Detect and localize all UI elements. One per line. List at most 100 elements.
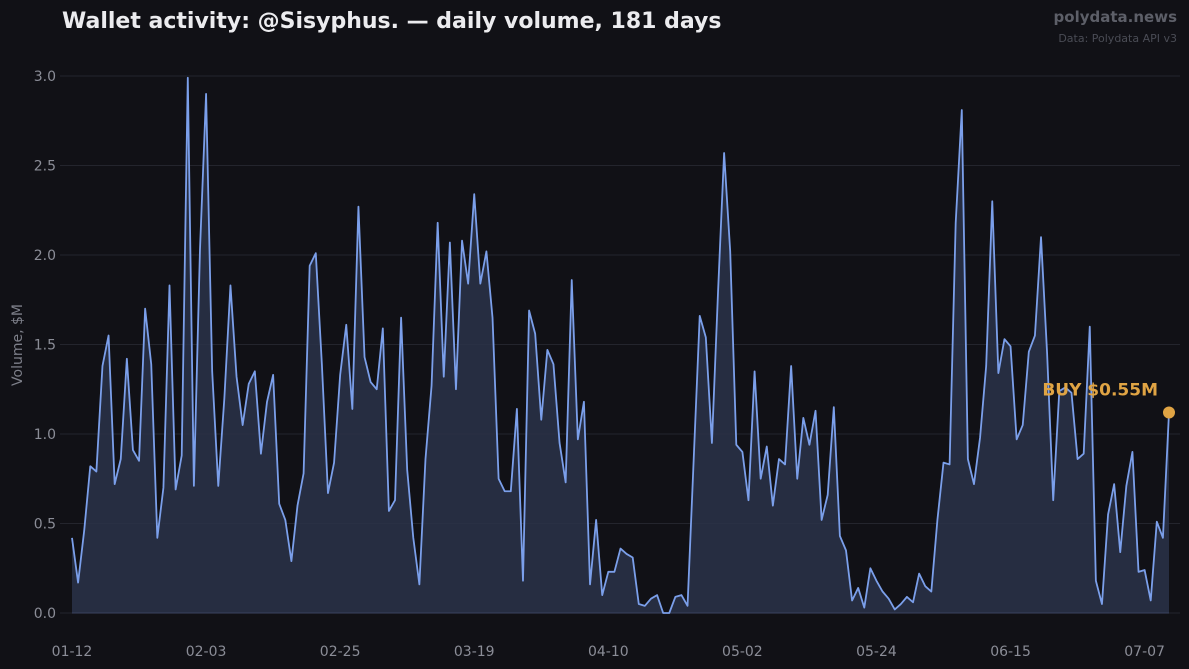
data-point [382, 327, 384, 329]
data-point [644, 605, 646, 607]
data-point [406, 469, 408, 471]
data-point [808, 444, 810, 446]
data-point [979, 436, 981, 438]
data-point [174, 488, 176, 490]
data-point [418, 583, 420, 585]
y-axis-label: Volume, $M [10, 304, 26, 386]
data-point [436, 222, 438, 224]
data-point [954, 222, 956, 224]
data-point [248, 383, 250, 385]
data-point [162, 487, 164, 489]
data-point [961, 109, 963, 111]
data-point [1119, 551, 1121, 553]
data-point [150, 363, 152, 365]
data-point [1143, 569, 1145, 571]
data-point [936, 519, 938, 521]
data-point [827, 494, 829, 496]
data-point [1082, 452, 1084, 454]
data-point [1113, 483, 1115, 485]
data-point [558, 442, 560, 444]
data-point [851, 599, 853, 601]
data-point [187, 77, 189, 79]
data-point [619, 547, 621, 549]
data-point [546, 349, 548, 351]
data-point [1076, 458, 1078, 460]
data-point [83, 529, 85, 531]
data-point [254, 370, 256, 372]
x-tick-label: 07-07 [1124, 644, 1165, 660]
data-point [229, 284, 231, 286]
data-point [668, 612, 670, 614]
chart-title: Wallet activity: @Sisyphus. — daily volu… [62, 9, 722, 34]
data-point [1131, 451, 1133, 453]
buy-annotation-label: BUY $0.55M [1042, 381, 1158, 401]
volume-line [71, 76, 1170, 614]
data-point [1089, 325, 1091, 327]
data-point [766, 445, 768, 447]
data-point [504, 490, 506, 492]
data-point [699, 315, 701, 317]
data-point [345, 324, 347, 326]
data-point [869, 567, 871, 569]
data-point [924, 585, 926, 587]
data-point [156, 537, 158, 539]
data-point [875, 580, 877, 582]
data-point [497, 478, 499, 480]
x-tick-label: 05-24 [856, 644, 897, 660]
data-point [1101, 603, 1103, 605]
data-point [296, 504, 298, 506]
data-point [686, 605, 688, 607]
data-point [967, 458, 969, 460]
data-point [1162, 537, 1164, 539]
y-tick-label: 2.5 [34, 159, 56, 175]
data-point [1125, 485, 1127, 487]
y-tick-label: 0.0 [34, 606, 56, 622]
data-point [528, 309, 530, 311]
data-point [912, 601, 914, 603]
data-point [589, 583, 591, 585]
data-point [747, 499, 749, 501]
data-point [601, 594, 603, 596]
data-point [839, 535, 841, 537]
data-point [534, 333, 536, 335]
data-point [315, 252, 317, 254]
data-point [577, 438, 579, 440]
data-point [680, 594, 682, 596]
data-point [1009, 345, 1011, 347]
data-point [1107, 513, 1109, 515]
data-point [1003, 338, 1005, 340]
x-tick-label: 04-10 [588, 644, 629, 660]
data-point [388, 510, 390, 512]
data-point [211, 370, 213, 372]
data-point [1095, 580, 1097, 582]
data-point [199, 248, 201, 250]
data-point [918, 572, 920, 574]
data-point [321, 363, 323, 365]
data-point [181, 454, 183, 456]
data-point [930, 590, 932, 592]
data-point [863, 606, 865, 608]
buy-marker-dot [1163, 406, 1175, 419]
data-point [412, 537, 414, 539]
data-point [711, 442, 713, 444]
data-point [443, 376, 445, 378]
data-point [89, 465, 91, 467]
y-tick-label: 1.5 [34, 338, 56, 354]
data-point [1022, 424, 1024, 426]
data-point [473, 193, 475, 195]
data-point [376, 388, 378, 390]
data-point [894, 608, 896, 610]
data-point [339, 374, 341, 376]
data-point [552, 363, 554, 365]
data-point [205, 93, 207, 95]
annotation-layer: BUY $0.55M [1042, 381, 1175, 419]
data-point [997, 372, 999, 374]
data-point [1015, 438, 1017, 440]
data-point [144, 308, 146, 310]
data-point [260, 452, 262, 454]
data-point [193, 485, 195, 487]
data-point [900, 603, 902, 605]
data-point [278, 503, 280, 505]
y-tick-label: 0.5 [34, 517, 56, 533]
data-point [284, 519, 286, 521]
